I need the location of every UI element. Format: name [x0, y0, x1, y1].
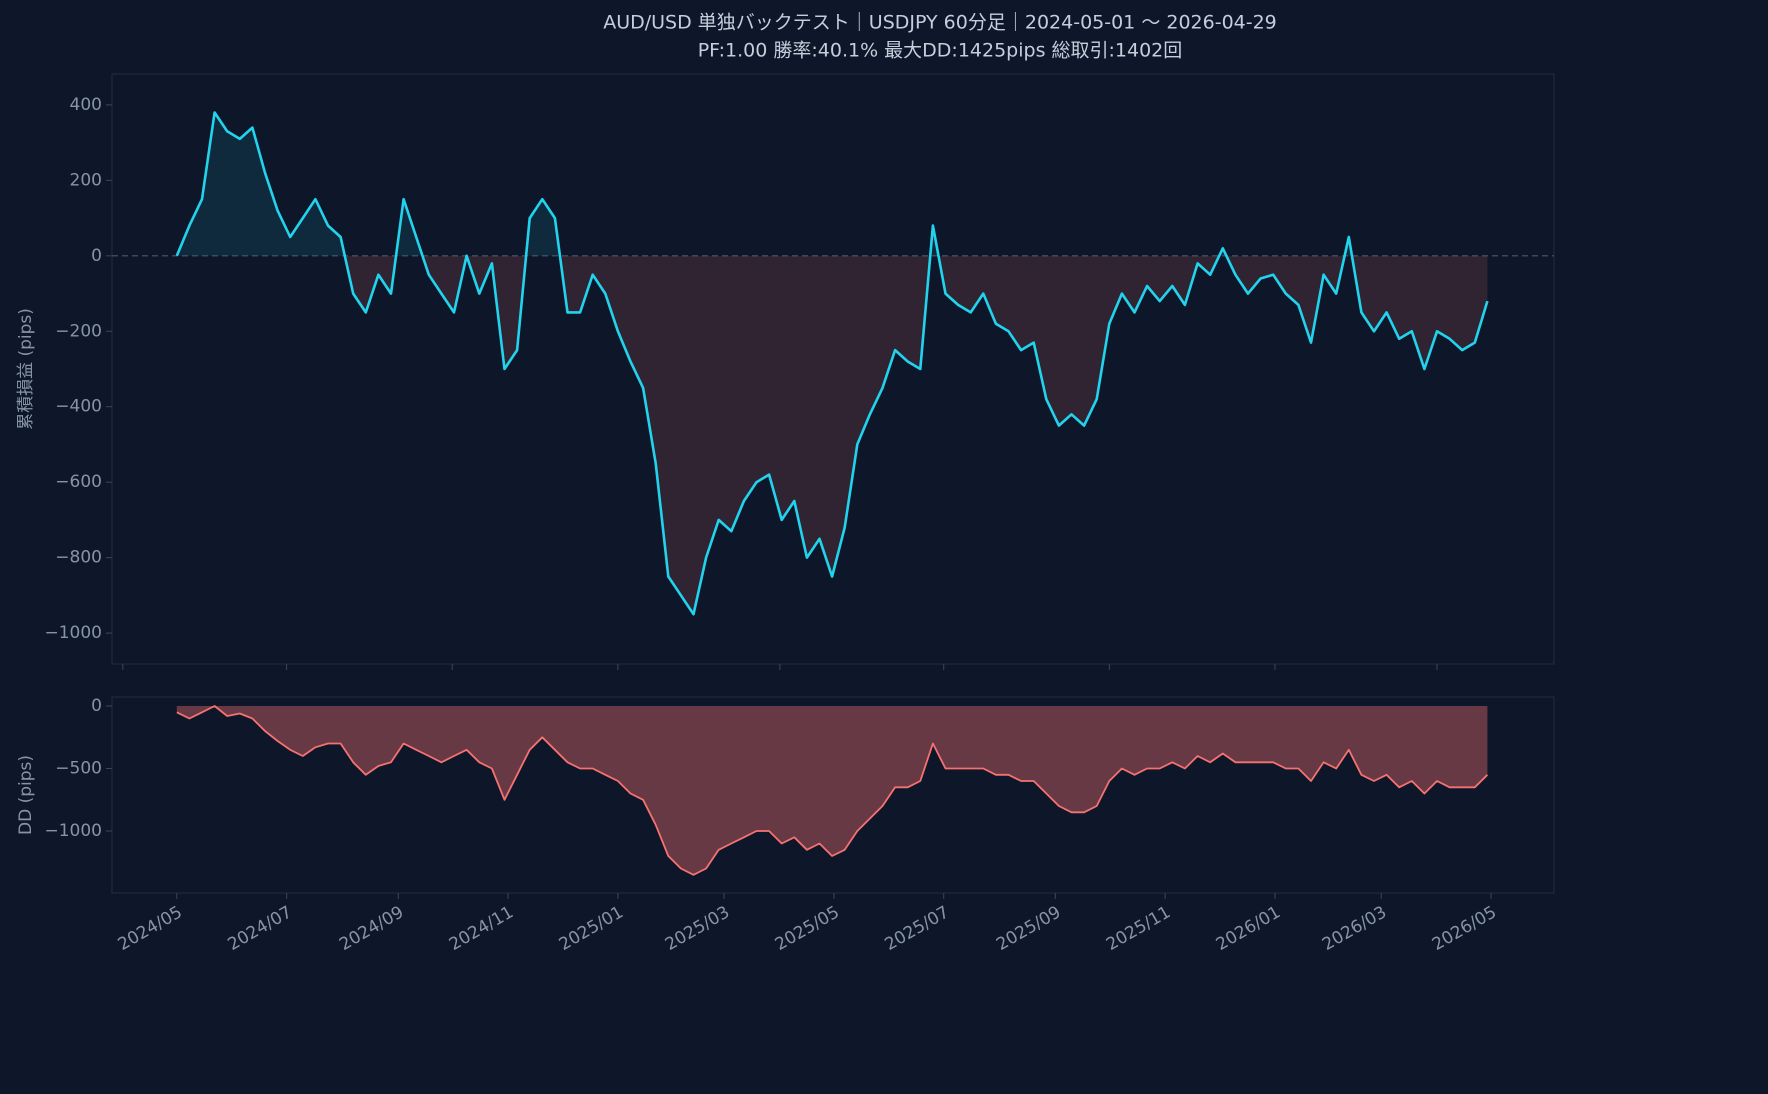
y-tick-label: −1000 [44, 821, 102, 841]
line [175, 111, 1489, 616]
y-tick-label: −800 [55, 548, 102, 568]
fill-below [176, 255, 1488, 615]
plot-area [111, 696, 1555, 894]
y-tick-label: −500 [55, 759, 102, 779]
y-tick-label: −200 [55, 321, 102, 341]
plot-area [111, 73, 1555, 665]
area [176, 706, 1488, 875]
y-tick-label: 0 [91, 696, 102, 716]
y-tick-label: 0 [91, 246, 102, 266]
chart-subtitle: PF:1.00 勝率:40.1% 最大DD:1425pips 総取引:1402回 [698, 40, 1183, 62]
y-tick-label: −1000 [44, 623, 102, 643]
line [176, 705, 1489, 876]
y-tick-label: −400 [55, 397, 102, 417]
fill-above [176, 112, 1352, 256]
chart-title: AUD/USD 単独バックテスト｜USDJPY 60分足｜2024-05-01 … [603, 12, 1277, 34]
y-tick-label: −600 [55, 472, 102, 492]
y-axis-label: DD (pips) [16, 755, 36, 835]
y-axis-label: 累積損益 (pips) [16, 308, 36, 430]
y-tick-label: 200 [70, 170, 102, 190]
y-tick-label: 400 [70, 95, 102, 115]
